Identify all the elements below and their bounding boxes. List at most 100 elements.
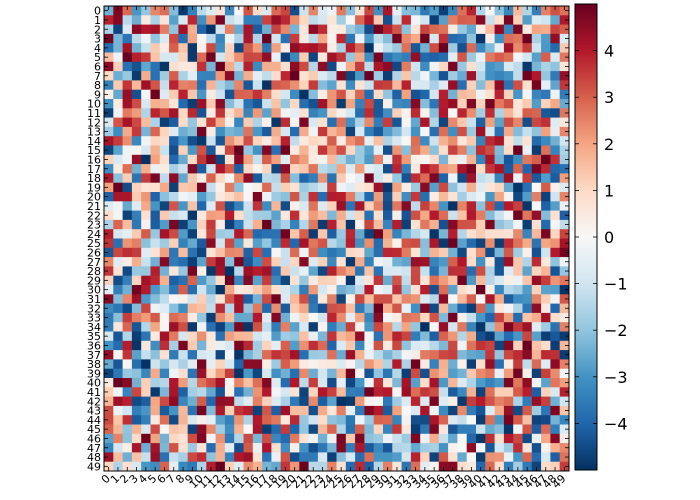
heatmap-cell xyxy=(457,15,468,25)
heatmap-cell xyxy=(234,201,244,211)
heatmap-cell xyxy=(383,285,393,295)
heatmap-cell xyxy=(299,285,309,295)
heatmap-cell xyxy=(336,229,347,239)
heatmap-cell xyxy=(234,350,244,360)
heatmap-cell xyxy=(271,285,282,295)
heatmap-cell xyxy=(383,108,393,118)
heatmap-cell xyxy=(141,443,151,453)
heatmap-cell xyxy=(420,89,430,100)
colorbar-tick-label: 2 xyxy=(604,135,614,154)
heatmap-cell xyxy=(327,275,337,286)
heatmap-cell xyxy=(531,405,542,416)
heatmap-cell xyxy=(113,89,123,100)
heatmap-cell xyxy=(141,182,151,193)
heatmap-cell xyxy=(373,275,384,286)
heatmap-cell xyxy=(550,6,561,16)
heatmap-cell xyxy=(457,145,468,156)
heatmap-cell xyxy=(522,201,533,211)
heatmap-cell xyxy=(178,229,189,239)
heatmap-cell xyxy=(224,257,235,267)
heatmap-cell xyxy=(438,15,449,25)
heatmap-cell xyxy=(262,43,272,53)
heatmap-cell xyxy=(215,387,226,397)
heatmap-cell xyxy=(438,415,449,425)
heatmap-cell xyxy=(364,6,375,16)
heatmap-cell xyxy=(541,52,551,63)
heatmap-cell xyxy=(336,285,347,295)
heatmap-cell xyxy=(317,238,328,249)
heatmap-cell xyxy=(494,173,505,184)
heatmap-cell xyxy=(513,43,523,53)
heatmap-cell xyxy=(159,452,170,463)
heatmap-cell xyxy=(215,201,226,211)
heatmap-cell xyxy=(541,443,551,453)
heatmap-cell xyxy=(559,210,570,221)
heatmap-cell xyxy=(550,387,561,397)
heatmap-cell xyxy=(234,6,244,16)
heatmap-cell xyxy=(262,285,272,295)
heatmap-cell xyxy=(308,461,319,472)
heatmap-cell xyxy=(113,322,123,332)
heatmap-cell xyxy=(280,443,291,453)
heatmap-cell xyxy=(104,443,114,453)
heatmap-cell xyxy=(197,238,207,249)
heatmap-cell xyxy=(503,350,514,360)
heatmap-cell xyxy=(178,210,189,221)
y-tick-label: 20 xyxy=(87,191,101,204)
heatmap-cell xyxy=(150,43,161,53)
heatmap-cell xyxy=(327,396,337,407)
heatmap-cell xyxy=(104,136,114,146)
heatmap-cell xyxy=(224,415,235,425)
heatmap-cell xyxy=(141,61,151,72)
heatmap-cell xyxy=(141,266,151,277)
heatmap-cell xyxy=(383,6,393,16)
heatmap-cell xyxy=(448,266,458,277)
heatmap-cell xyxy=(429,452,440,463)
heatmap-cell xyxy=(131,117,142,128)
heatmap-cell xyxy=(280,294,291,304)
heatmap-cell xyxy=(308,350,319,360)
heatmap-cell xyxy=(271,210,282,221)
heatmap-cell xyxy=(252,294,263,304)
heatmap-cell xyxy=(448,108,458,118)
heatmap-cell xyxy=(438,145,449,156)
heatmap-cell xyxy=(401,387,412,397)
heatmap-cell xyxy=(104,126,114,137)
heatmap-cell xyxy=(466,350,477,360)
heatmap-cell xyxy=(383,99,393,109)
heatmap-cell xyxy=(503,275,514,286)
heatmap-cell xyxy=(234,192,244,202)
heatmap-cell xyxy=(420,126,430,137)
heatmap-cell xyxy=(290,43,300,53)
heatmap-cell xyxy=(252,117,263,128)
heatmap-cell xyxy=(438,24,449,35)
heatmap-cell xyxy=(206,350,216,360)
heatmap-cell xyxy=(113,378,123,388)
heatmap-cell xyxy=(243,294,254,304)
heatmap-cell xyxy=(336,350,347,360)
heatmap-cell xyxy=(345,182,356,193)
heatmap-cell xyxy=(383,266,393,277)
heatmap-cell xyxy=(438,452,449,463)
heatmap-cell xyxy=(197,433,207,444)
heatmap-cell xyxy=(262,210,272,221)
heatmap-cell xyxy=(280,368,291,379)
heatmap-cell xyxy=(541,275,551,286)
heatmap-cell xyxy=(383,210,393,221)
heatmap-cell xyxy=(243,396,254,407)
heatmap-cell xyxy=(355,405,365,416)
heatmap-cell xyxy=(494,154,505,165)
heatmap-cell xyxy=(252,15,263,25)
heatmap-cell xyxy=(448,359,458,370)
heatmap-cell xyxy=(485,33,495,44)
heatmap-cell xyxy=(224,312,235,323)
heatmap-cell xyxy=(429,368,440,379)
heatmap-cell xyxy=(299,154,309,165)
heatmap-cell xyxy=(150,424,161,435)
heatmap-cell xyxy=(383,340,393,351)
heatmap-cell xyxy=(355,331,365,342)
heatmap-cell xyxy=(308,182,319,193)
heatmap-cell xyxy=(503,285,514,295)
heatmap-cell xyxy=(373,303,384,314)
